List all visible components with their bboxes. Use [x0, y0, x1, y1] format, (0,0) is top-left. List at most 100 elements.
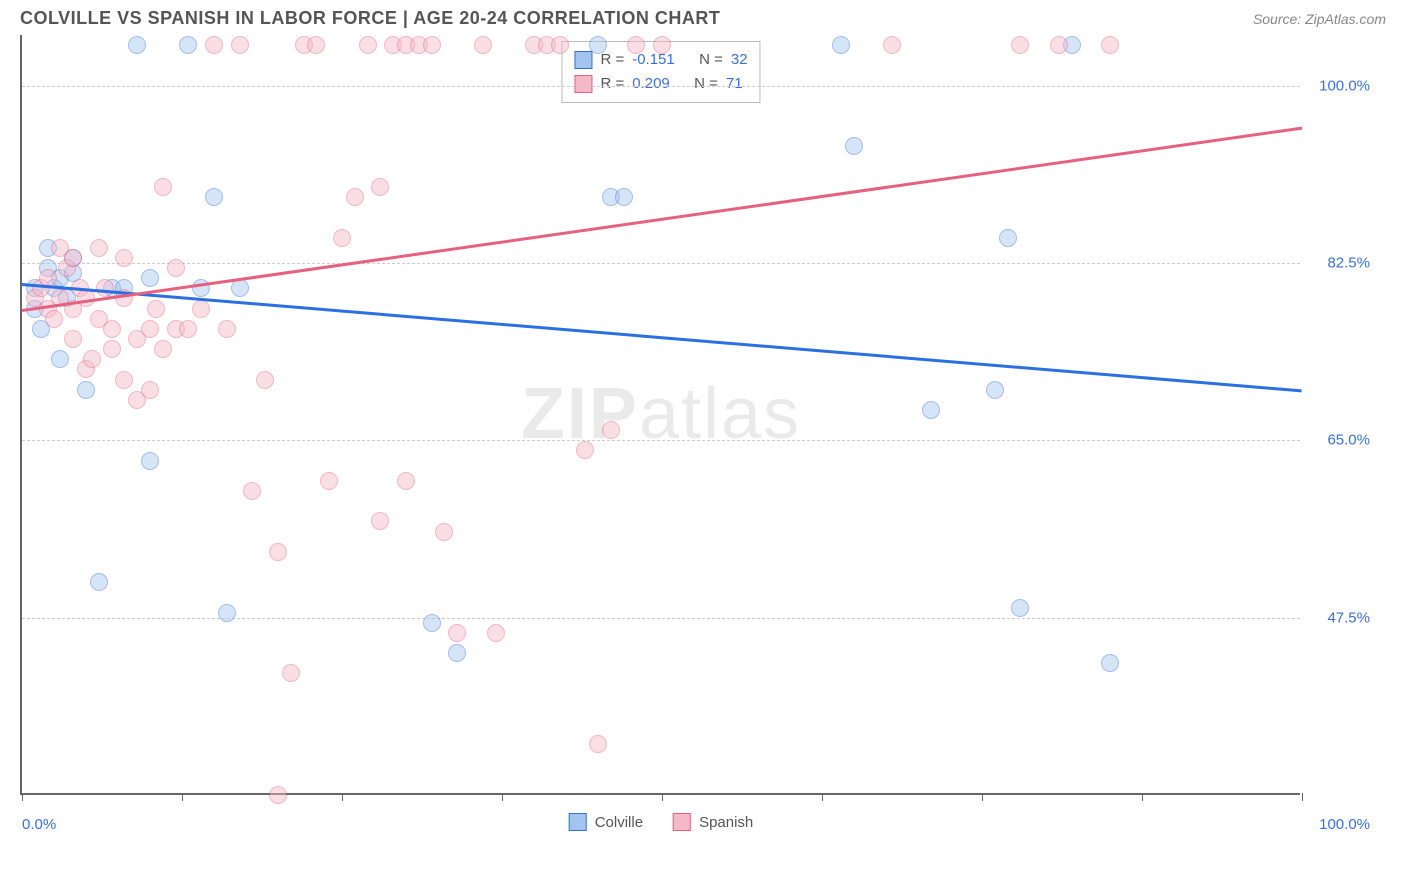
- scatter-point: [320, 472, 338, 490]
- scatter-point: [999, 229, 1017, 247]
- scatter-point: [141, 381, 159, 399]
- scatter-point: [45, 310, 63, 328]
- x-tick: [1142, 793, 1143, 801]
- x-tick: [502, 793, 503, 801]
- scatter-point: [474, 36, 492, 54]
- x-tick: [822, 793, 823, 801]
- scatter-point: [128, 36, 146, 54]
- x-tick: [982, 793, 983, 801]
- scatter-point: [1011, 599, 1029, 617]
- legend-label: Spanish: [699, 814, 753, 831]
- scatter-point: [1050, 36, 1068, 54]
- gridline: [22, 440, 1300, 441]
- scatter-point: [205, 188, 223, 206]
- scatter-point: [883, 36, 901, 54]
- gridline: [22, 263, 1300, 264]
- page-title: COLVILLE VS SPANISH IN LABOR FORCE | AGE…: [20, 8, 720, 29]
- scatter-point: [64, 330, 82, 348]
- x-axis-min-label: 0.0%: [22, 816, 56, 833]
- scatter-point: [986, 381, 1004, 399]
- x-axis-max-label: 100.0%: [1319, 816, 1370, 833]
- scatter-point: [269, 543, 287, 561]
- scatter-point: [154, 340, 172, 358]
- correlation-chart: In Labor Force | Age 20-24 ZIPatlas R =-…: [20, 35, 1386, 795]
- scatter-point: [90, 573, 108, 591]
- source-attribution: Source: ZipAtlas.com: [1253, 11, 1386, 27]
- x-tick: [22, 793, 23, 801]
- scatter-point: [922, 401, 940, 419]
- scatter-point: [51, 350, 69, 368]
- scatter-point: [832, 36, 850, 54]
- legend-n-label: N =: [694, 72, 718, 96]
- legend-n-value: 32: [731, 48, 748, 72]
- legend-item: Spanish: [673, 813, 753, 831]
- legend-item: Colville: [569, 813, 643, 831]
- legend-r-value: 0.209: [632, 72, 670, 96]
- scatter-point: [1101, 654, 1119, 672]
- scatter-point: [141, 269, 159, 287]
- scatter-point: [192, 300, 210, 318]
- scatter-point: [167, 259, 185, 277]
- scatter-point: [179, 320, 197, 338]
- legend-swatch: [569, 813, 587, 831]
- scatter-point: [487, 624, 505, 642]
- scatter-point: [448, 624, 466, 642]
- scatter-point: [435, 523, 453, 541]
- watermark: ZIPatlas: [521, 373, 801, 455]
- scatter-point: [231, 36, 249, 54]
- scatter-point: [371, 178, 389, 196]
- scatter-point: [589, 36, 607, 54]
- scatter-point: [256, 371, 274, 389]
- scatter-point: [589, 735, 607, 753]
- scatter-point: [103, 340, 121, 358]
- scatter-point: [307, 36, 325, 54]
- y-tick-label: 100.0%: [1310, 77, 1370, 94]
- legend-swatch: [673, 813, 691, 831]
- scatter-point: [147, 300, 165, 318]
- y-tick-label: 65.0%: [1310, 432, 1370, 449]
- legend-n-value: 71: [726, 72, 743, 96]
- legend-series: Colville Spanish: [569, 813, 754, 831]
- scatter-point: [83, 350, 101, 368]
- scatter-point: [90, 239, 108, 257]
- scatter-point: [423, 614, 441, 632]
- legend-r-label: R =: [600, 72, 624, 96]
- scatter-point: [64, 249, 82, 267]
- scatter-point: [282, 664, 300, 682]
- scatter-point: [115, 249, 133, 267]
- scatter-point: [602, 421, 620, 439]
- scatter-point: [448, 644, 466, 662]
- scatter-point: [359, 36, 377, 54]
- trend-line: [22, 126, 1302, 311]
- legend-n-label: N =: [699, 48, 723, 72]
- scatter-point: [154, 178, 172, 196]
- y-tick-label: 47.5%: [1310, 609, 1370, 626]
- scatter-point: [269, 786, 287, 804]
- legend-swatch: [574, 75, 592, 93]
- scatter-point: [627, 36, 645, 54]
- legend-label: Colville: [595, 814, 643, 831]
- scatter-point: [551, 36, 569, 54]
- scatter-point: [141, 452, 159, 470]
- scatter-point: [845, 137, 863, 155]
- scatter-point: [243, 482, 261, 500]
- scatter-point: [205, 36, 223, 54]
- scatter-point: [103, 320, 121, 338]
- header: COLVILLE VS SPANISH IN LABOR FORCE | AGE…: [0, 0, 1406, 35]
- gridline: [22, 618, 1300, 619]
- scatter-point: [615, 188, 633, 206]
- x-tick: [662, 793, 663, 801]
- scatter-point: [576, 441, 594, 459]
- scatter-point: [96, 279, 114, 297]
- scatter-point: [346, 188, 364, 206]
- scatter-point: [1011, 36, 1029, 54]
- scatter-point: [371, 512, 389, 530]
- x-tick: [1302, 793, 1303, 801]
- legend-swatch: [574, 51, 592, 69]
- scatter-point: [141, 320, 159, 338]
- trend-line: [22, 283, 1302, 392]
- scatter-point: [77, 381, 95, 399]
- scatter-point: [1101, 36, 1119, 54]
- scatter-point: [115, 371, 133, 389]
- gridline: [22, 86, 1300, 87]
